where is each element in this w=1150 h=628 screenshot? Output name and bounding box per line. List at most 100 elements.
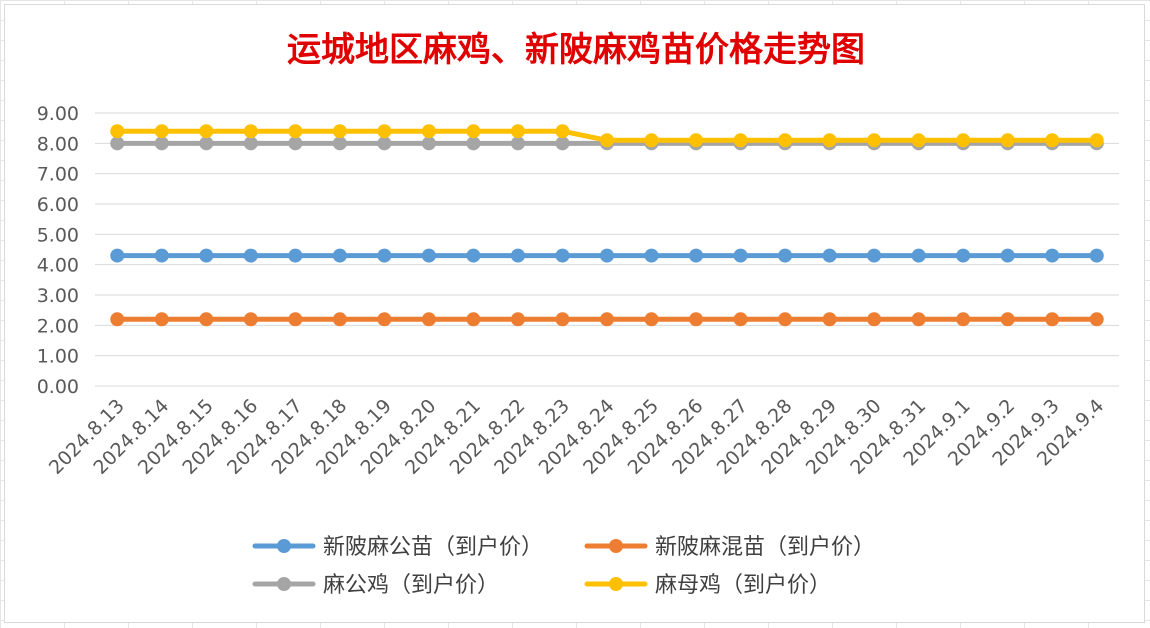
- data-point: [288, 312, 303, 327]
- data-point: [689, 133, 704, 148]
- line-chart: 运城地区麻鸡、新陂麻鸡苗价格走势图 0.00 1.00 2.00 3.00 4.00 5.…: [37, 30, 1119, 598]
- data-point: [199, 248, 214, 263]
- data-point: [911, 133, 926, 148]
- data-point: [1045, 133, 1060, 148]
- legend-item[interactable]: 新陂麻公苗（到户价）: [252, 535, 543, 560]
- data-point: [154, 124, 169, 139]
- data-point: [332, 312, 347, 327]
- data-point: [1000, 312, 1015, 327]
- chart-area[interactable]: 运城地区麻鸡、新陂麻鸡苗价格走势图 0.00 1.00 2.00 3.00 4.00 5.…: [4, 4, 1145, 623]
- data-point: [243, 248, 258, 263]
- data-point: [243, 124, 258, 139]
- data-point: [1089, 248, 1104, 263]
- data-point: [1000, 133, 1015, 148]
- data-point: [377, 136, 392, 151]
- data-point: [510, 248, 525, 263]
- series-2: [110, 312, 1104, 327]
- data-point: [466, 248, 481, 263]
- data-point: [733, 133, 748, 148]
- legend-marker: [609, 539, 623, 553]
- data-point: [332, 124, 347, 139]
- data-point: [154, 248, 169, 263]
- data-point: [110, 136, 125, 151]
- data-point: [600, 312, 614, 327]
- data-point: [555, 312, 570, 327]
- legend-item[interactable]: 麻公鸡（到户价）: [252, 573, 499, 598]
- y-tick-label: 2.00: [37, 315, 79, 337]
- data-point: [867, 312, 882, 327]
- data-point: [1000, 248, 1015, 263]
- data-point: [956, 248, 971, 263]
- data-point: [956, 133, 971, 148]
- data-point: [466, 312, 481, 327]
- series-1: [110, 248, 1104, 263]
- data-point: [778, 248, 793, 263]
- data-point: [199, 124, 214, 139]
- data-point: [288, 136, 303, 151]
- y-tick-label: 4.00: [37, 255, 79, 277]
- data-point: [555, 248, 570, 263]
- data-point: [288, 124, 303, 139]
- series-4: [110, 124, 1104, 148]
- legend-marker: [609, 577, 623, 591]
- data-point: [555, 136, 570, 151]
- legend-label: 麻公鸡（到户价）: [323, 573, 499, 598]
- x-axis: 2024.8.132024.8.142024.8.152024.8.162024…: [45, 395, 1108, 479]
- data-point: [243, 136, 258, 151]
- data-point: [1089, 312, 1104, 327]
- data-point: [1045, 248, 1060, 263]
- data-point: [822, 248, 837, 263]
- legend-label: 麻母鸡（到户价）: [655, 573, 831, 598]
- legend: 新陂麻公苗（到户价） 新陂麻混苗（到户价） 麻公鸡（到户价） 麻母鸡（到户价）: [252, 535, 875, 598]
- data-point: [199, 312, 214, 327]
- y-tick-label: 1.00: [37, 346, 79, 368]
- data-point: [288, 248, 303, 263]
- data-point: [600, 248, 614, 263]
- data-point: [510, 312, 525, 327]
- legend-item[interactable]: 麻母鸡（到户价）: [584, 573, 831, 598]
- data-point: [421, 312, 436, 327]
- data-point: [466, 136, 481, 151]
- data-point: [822, 133, 837, 148]
- y-tick-label: 7.00: [37, 164, 79, 186]
- data-point: [689, 248, 704, 263]
- legend-label: 新陂麻混苗（到户价）: [655, 535, 875, 560]
- data-point: [600, 133, 614, 148]
- y-tick-label: 9.00: [37, 103, 79, 125]
- data-point: [733, 248, 748, 263]
- legend-marker: [277, 577, 291, 591]
- y-tick-label: 0.00: [37, 376, 79, 398]
- data-point: [243, 312, 258, 327]
- data-point: [733, 312, 748, 327]
- legend-marker: [277, 539, 291, 553]
- data-point: [822, 312, 837, 327]
- data-point: [689, 312, 704, 327]
- data-point: [510, 136, 525, 151]
- data-point: [1045, 312, 1060, 327]
- data-point: [421, 248, 436, 263]
- data-point: [466, 124, 481, 139]
- series-group: [110, 124, 1104, 327]
- data-point: [421, 136, 436, 151]
- data-point: [956, 312, 971, 327]
- y-tick-label: 8.00: [37, 133, 79, 155]
- data-point: [154, 312, 169, 327]
- data-point: [644, 133, 659, 148]
- legend-item[interactable]: 新陂麻混苗（到户价）: [584, 535, 875, 560]
- data-point: [911, 312, 926, 327]
- y-tick-label: 3.00: [37, 285, 79, 307]
- data-point: [867, 248, 882, 263]
- data-point: [377, 124, 392, 139]
- data-point: [199, 136, 214, 151]
- data-point: [332, 136, 347, 151]
- data-point: [377, 248, 392, 263]
- y-tick-label: 6.00: [37, 194, 79, 216]
- data-point: [110, 124, 125, 139]
- data-point: [644, 312, 659, 327]
- data-point: [332, 248, 347, 263]
- data-point: [555, 124, 570, 139]
- data-point: [421, 124, 436, 139]
- data-point: [110, 312, 125, 327]
- data-point: [778, 133, 793, 148]
